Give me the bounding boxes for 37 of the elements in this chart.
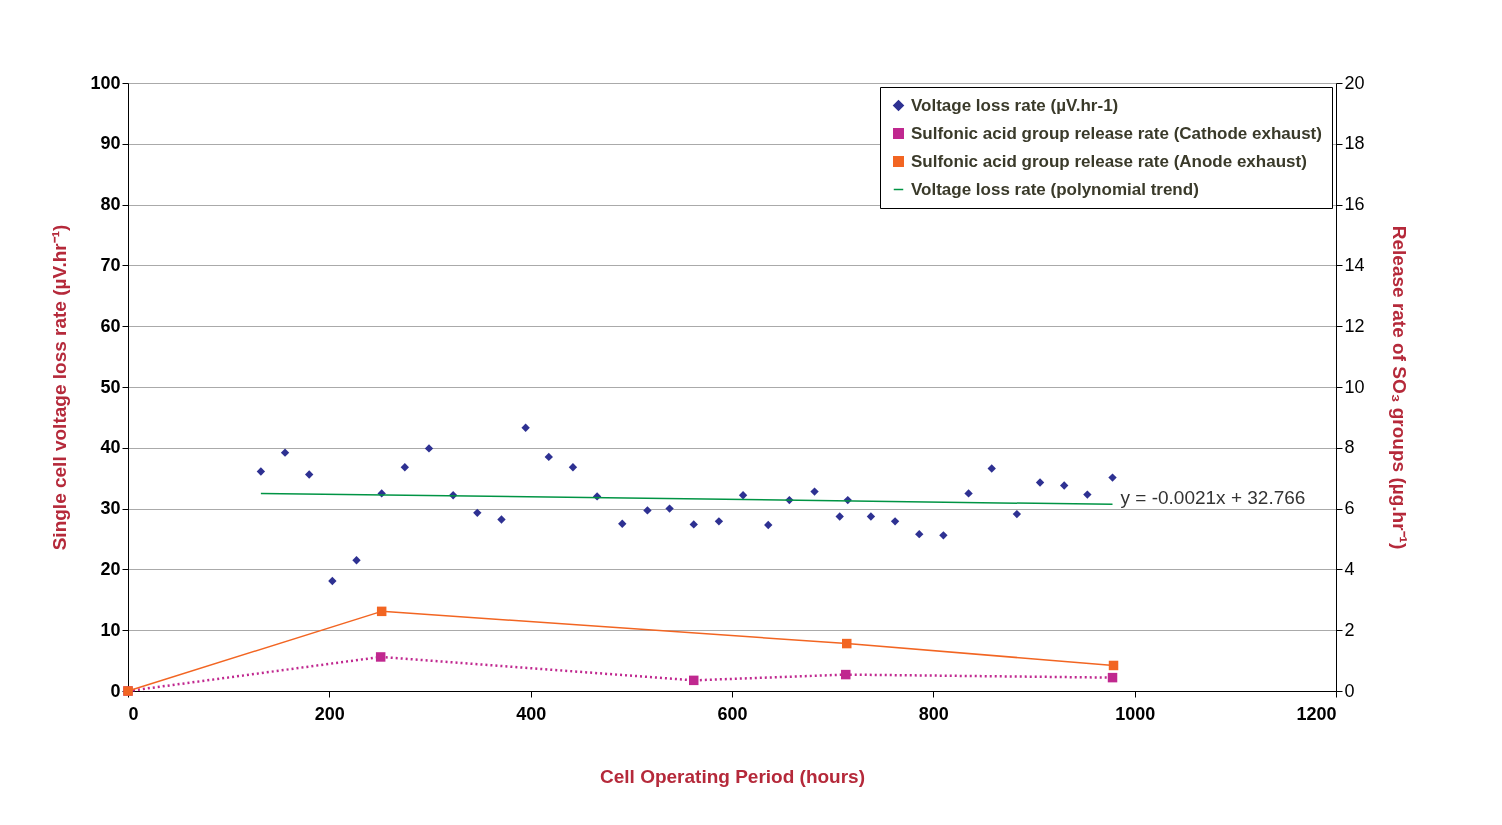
y2-tick-label: 6 (1344, 498, 1355, 519)
legend-label: Sulfonic acid group release rate (Cathode exhaust) (911, 123, 1322, 143)
y-tick-label: 100 (90, 72, 121, 93)
x-tick-label: 0 (128, 703, 139, 724)
y-tick-label: 40 (100, 437, 121, 458)
y-tick-label: 20 (100, 558, 121, 579)
y2-tick-label: 10 (1344, 376, 1365, 397)
y-tick-label: 10 (100, 619, 121, 640)
y2-tick-label: 14 (1344, 254, 1365, 275)
y2-tick-label: 0 (1344, 680, 1355, 701)
x-tick-label: 400 (516, 703, 547, 724)
y2-tick-label: 20 (1344, 72, 1365, 93)
x-axis-title: Cell Operating Period (hours) (600, 765, 865, 787)
legend-label: Voltage loss rate (µV.hr-1) (911, 95, 1119, 115)
x-tick-label: 200 (314, 703, 345, 724)
y-tick-label: 70 (100, 254, 121, 275)
y-tick-label: 30 (100, 498, 121, 519)
y-tick-label: 60 (100, 315, 121, 336)
x-tick-label: 1000 (1115, 703, 1156, 724)
legend-label: Voltage loss rate (polynomial trend) (911, 179, 1199, 199)
legend-label: Sulfonic acid group release rate (Anode exhaust) (911, 151, 1307, 171)
y2-tick-label: 12 (1344, 315, 1365, 336)
x-tick-label: 600 (717, 703, 748, 724)
y-tick-label: 0 (110, 680, 121, 701)
y-tick-label: 90 (100, 133, 121, 154)
y2-tick-label: 16 (1344, 194, 1365, 215)
y-axis-title: Single cell voltage loss rate (µV.hr⁻¹) (49, 224, 71, 551)
y2-tick-label: 18 (1344, 133, 1365, 154)
y2-axis-title: Release rate of SO₃ groups (µg.hr⁻¹) (1388, 225, 1410, 550)
y2-tick-label: 2 (1344, 619, 1355, 640)
x-tick-label: 1200 (1296, 703, 1337, 724)
x-tick-label: 800 (918, 703, 949, 724)
y2-tick-label: 4 (1344, 558, 1355, 579)
annotation: y = -0.0021x + 32.766 (1120, 487, 1306, 509)
y-tick-label: 50 (100, 376, 121, 397)
y-tick-label: 80 (100, 194, 121, 215)
y2-tick-label: 8 (1344, 437, 1355, 458)
